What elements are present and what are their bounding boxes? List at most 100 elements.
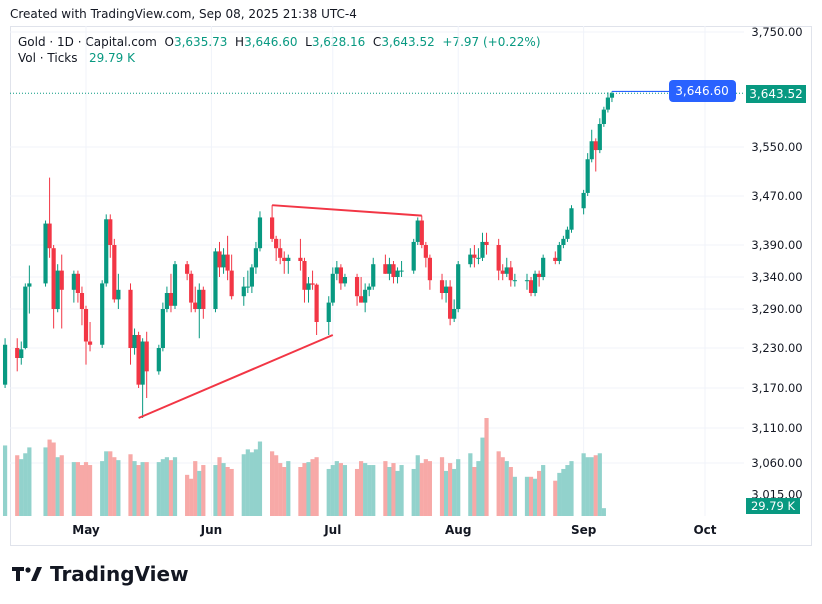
volume-bar	[164, 457, 170, 516]
volume-bar	[59, 455, 64, 516]
x-tick-label: Sep	[571, 523, 597, 537]
y-tick-label: 3,060.00	[751, 456, 802, 470]
candle-body	[565, 229, 570, 239]
symbol-label[interactable]: Gold · 1D · Capital.com	[18, 35, 157, 49]
volume-bar	[104, 451, 109, 516]
close-label: C	[372, 35, 382, 49]
volume-bar	[468, 453, 473, 516]
volume-bar	[342, 465, 348, 516]
candle-body	[23, 286, 28, 348]
high-value: 3,646.60	[244, 35, 298, 49]
volume-bar	[423, 459, 428, 516]
candle-body	[448, 286, 453, 319]
x-tick-label: Jun	[200, 523, 223, 537]
volume-bar	[27, 447, 32, 516]
candle-body	[383, 264, 388, 274]
candle-body	[589, 141, 594, 160]
volume-bar	[589, 457, 594, 516]
candle-body	[496, 245, 501, 271]
candle-body	[371, 264, 376, 287]
volume-bar	[314, 457, 319, 516]
volume-bar	[359, 461, 364, 516]
volume-bar	[411, 468, 416, 516]
y-tick-label: 3,170.00	[751, 381, 802, 395]
y-tick-label: 3,230.00	[751, 341, 802, 355]
volume-legend: Vol · Ticks 29.79 K	[18, 51, 135, 65]
tradingview-logo: TradingView	[12, 562, 189, 586]
chart-frame[interactable]	[10, 26, 812, 546]
volume-bar	[597, 453, 602, 516]
candle-body	[221, 254, 226, 268]
candle-body	[456, 264, 461, 309]
volume-bar	[168, 460, 174, 516]
volume-bar	[193, 461, 198, 516]
candle-body	[156, 348, 161, 372]
candle-body	[79, 293, 85, 309]
candle-body	[354, 277, 360, 297]
volume-bar	[512, 476, 517, 516]
volume-bar	[593, 455, 598, 516]
volume-bar	[354, 468, 360, 516]
candle-body	[472, 254, 477, 258]
volume-bar	[43, 447, 48, 516]
volume-bar	[528, 476, 534, 516]
volume-bar	[371, 465, 376, 516]
volume-bar	[278, 463, 283, 516]
volume-bar	[51, 442, 56, 516]
volume-bar	[286, 461, 291, 516]
volume-bar	[439, 457, 445, 516]
candle-body	[229, 270, 234, 297]
volume-bar	[55, 457, 60, 516]
volume-bar	[334, 461, 339, 516]
volume-label[interactable]: Vol · Ticks	[18, 51, 78, 65]
y-tick-label: 3,750.00	[751, 25, 802, 39]
candle-body	[395, 270, 400, 277]
volume-bar	[338, 463, 343, 516]
volume-bar	[443, 470, 449, 516]
volume-bar	[19, 459, 24, 516]
candle-body	[59, 270, 64, 290]
candle-body	[15, 348, 20, 358]
volume-bar	[456, 459, 461, 516]
volume-bar	[189, 478, 194, 516]
candle-body	[532, 273, 538, 293]
candle-body	[302, 261, 307, 290]
candle-body	[561, 238, 566, 245]
candle-body	[557, 245, 562, 261]
candle-body	[298, 257, 303, 261]
volume-bar	[601, 508, 606, 516]
candle-body	[51, 248, 56, 309]
volume-bar	[524, 476, 530, 516]
volume-bar	[253, 449, 259, 516]
candle-body	[47, 223, 52, 249]
y-tick-label: 3,390.00	[751, 238, 802, 252]
y-tick-label: 3,550.00	[751, 140, 802, 154]
candle-body	[484, 241, 489, 245]
volume-bar	[561, 468, 566, 516]
volume-bar	[419, 463, 424, 516]
candle-body	[423, 245, 428, 258]
volume-bar	[87, 465, 93, 516]
ohlc-legend: Gold · 1D · Capital.com O3,635.73 H3,646…	[18, 35, 541, 49]
volume-bar	[221, 463, 226, 516]
volume-bar	[399, 465, 404, 516]
candle-body	[330, 273, 335, 303]
volume-tag	[746, 498, 800, 514]
volume-bar	[225, 467, 230, 516]
candle-body	[245, 286, 250, 288]
created-label: Created with TradingView.com, Sep 08, 20…	[10, 7, 357, 21]
x-tick-label: Aug	[445, 523, 471, 537]
candle-body	[326, 302, 331, 322]
candle-body	[415, 220, 420, 242]
volume-bar	[326, 468, 331, 516]
volume-bar	[47, 439, 52, 516]
candle-body	[342, 277, 348, 284]
volume-bar	[108, 451, 113, 516]
candle-body	[197, 289, 202, 309]
volume-bar	[144, 462, 149, 516]
volume-bar	[484, 418, 489, 516]
candle-body	[213, 251, 218, 309]
volume-bar	[391, 463, 396, 516]
candle-body	[585, 159, 590, 193]
